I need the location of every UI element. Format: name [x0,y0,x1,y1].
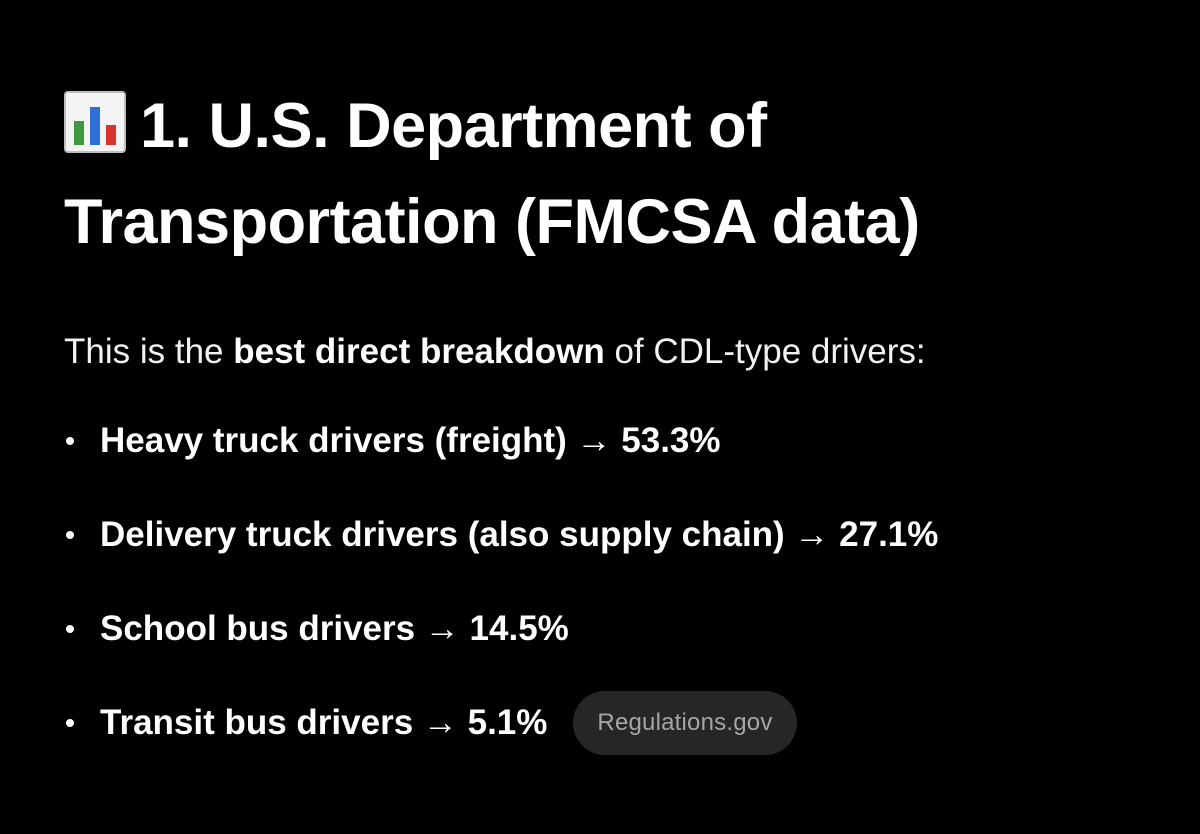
source-chip[interactable]: Regulations.gov [573,691,797,755]
intro-text: This is the best direct breakdown of CDL… [64,330,1164,374]
intro-bold: best direct breakdown [233,332,605,371]
intro-before: This is the [64,332,234,371]
bar-chart-icon [64,91,126,153]
list-item: Heavy truck drivers (freight) → 53.3% [64,418,1164,464]
bullet-dot [66,531,74,539]
list-item-text: School bus drivers → 14.5% [100,609,569,648]
message-content: 1. U.S. Department of Transportation (FM… [64,78,1164,755]
intro-after: of CDL-type drivers: [604,332,926,371]
list-item: School bus drivers → 14.5% [64,606,1164,652]
bullet-dot [66,437,74,445]
list-item: Delivery truck drivers (also supply chai… [64,512,1164,558]
bullet-dot [66,719,74,727]
breakdown-list: Heavy truck drivers (freight) → 53.3% De… [64,418,1164,755]
section-heading: 1. U.S. Department of Transportation (FM… [64,78,1164,270]
list-item-text: Delivery truck drivers (also supply chai… [100,515,939,554]
list-item: Transit bus drivers → 5.1% Regulations.g… [64,691,1164,755]
list-item-text: Heavy truck drivers (freight) → 53.3% [100,421,721,460]
list-item-text: Transit bus drivers → 5.1% [100,703,548,742]
bullet-dot [66,625,74,633]
heading-text: 1. U.S. Department of Transportation (FM… [64,91,920,257]
